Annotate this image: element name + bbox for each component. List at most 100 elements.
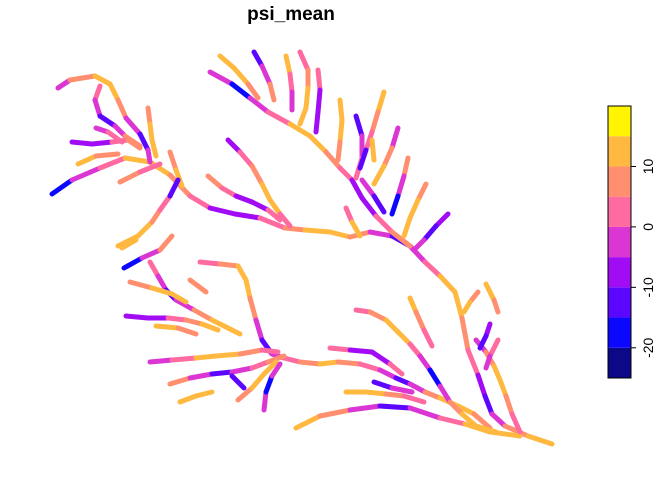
legend-bin (608, 257, 631, 288)
stream-segment (475, 372, 488, 399)
stream-segment (149, 285, 175, 297)
stream-segment (437, 273, 458, 295)
stream-segment (237, 347, 265, 357)
stream-segment (347, 347, 375, 355)
stream-segment (315, 67, 323, 93)
stream-segment (483, 281, 497, 303)
stream-segment (359, 177, 377, 199)
stream-segment (261, 359, 279, 377)
stream-segment (369, 137, 377, 163)
stream-segment (415, 181, 429, 203)
stream-segment (173, 297, 197, 313)
legend-frame (607, 105, 632, 379)
legend-bin (608, 347, 631, 378)
stream-segment (277, 211, 293, 229)
stream-segment (371, 163, 387, 187)
stream-segment (367, 229, 395, 239)
stream-segment (371, 379, 395, 391)
stream-segment (259, 63, 273, 87)
stream-segment (433, 211, 451, 229)
legend-tick-label: 0 (640, 223, 656, 231)
stream-segment (97, 155, 128, 171)
stream-segment (251, 49, 265, 69)
stream-segment (122, 155, 153, 165)
stream-segment (269, 361, 283, 379)
stream-segment (167, 375, 193, 387)
stream-segment (421, 223, 439, 243)
stream-segment (237, 149, 255, 169)
stream-segment (503, 393, 515, 417)
stream-segment (389, 125, 401, 151)
stream-segment (447, 399, 465, 417)
stream-segment (217, 53, 237, 71)
stream-segment (235, 385, 255, 403)
stream-segment (303, 85, 311, 111)
stream-segment (401, 155, 411, 179)
stream-segment (169, 291, 189, 305)
stream-segment (281, 355, 303, 365)
stream-segment (225, 325, 243, 337)
stream-segment (359, 195, 379, 219)
stream-segment (327, 229, 353, 240)
stream-segment (243, 277, 253, 301)
stream-segment (367, 309, 389, 323)
stream-segment (427, 367, 443, 389)
stream-segment (373, 213, 395, 235)
stream-segment (407, 197, 421, 221)
stream-segment (302, 227, 333, 235)
stream-segment (482, 393, 495, 417)
stream-segment (377, 403, 413, 411)
stream-segment (193, 389, 215, 399)
stream-segment (229, 373, 247, 391)
stream-segment (249, 359, 271, 371)
stream-segment (232, 211, 263, 221)
legend-tick-label: -20 (640, 337, 656, 357)
stream-segment (287, 71, 295, 95)
stream-segment (249, 371, 267, 391)
stream-segment (265, 109, 293, 127)
stream-segment (489, 411, 508, 429)
stream-segment (263, 373, 275, 395)
stream-segment (375, 89, 387, 115)
stream-segment (383, 391, 407, 399)
stream-segment (265, 353, 287, 365)
stream-segment (229, 365, 255, 375)
stream-segment (175, 325, 199, 337)
stream-segment (357, 147, 369, 171)
stream-segment (455, 403, 477, 417)
stream-segment (491, 297, 501, 315)
stream-segment (297, 105, 309, 127)
legend-bin (608, 166, 631, 197)
stream-segment (327, 345, 353, 353)
stream-segment (207, 69, 235, 87)
stream-segment (293, 413, 323, 431)
stream-segment (323, 149, 343, 171)
stream-segment (75, 153, 99, 167)
stream-segment (69, 139, 95, 147)
stream-segment (147, 259, 161, 279)
stream-segment (353, 113, 365, 139)
stream-segment (317, 407, 353, 419)
stream-segment (207, 205, 238, 217)
stream-segment (297, 49, 311, 73)
stream-segment (315, 87, 323, 115)
stream-segment (235, 263, 249, 283)
stream-segment (107, 81, 121, 103)
legend-bin (608, 317, 631, 348)
stream-segment (417, 353, 433, 373)
stream-segment (165, 315, 189, 323)
stream-segment (411, 237, 427, 253)
stream-segment (92, 97, 103, 119)
legend-tick-label: 10 (640, 158, 656, 174)
stream-segment (421, 327, 435, 349)
stream-segment (259, 347, 281, 355)
stream-segment (407, 341, 423, 359)
stream-segment (169, 355, 199, 363)
stream-segment (337, 117, 345, 145)
legend-bin (608, 106, 631, 137)
stream-segment (125, 137, 143, 151)
stream-segment (267, 81, 277, 103)
stream-segment (213, 351, 243, 359)
stream-segment (145, 105, 153, 127)
stream-segment (92, 73, 113, 87)
